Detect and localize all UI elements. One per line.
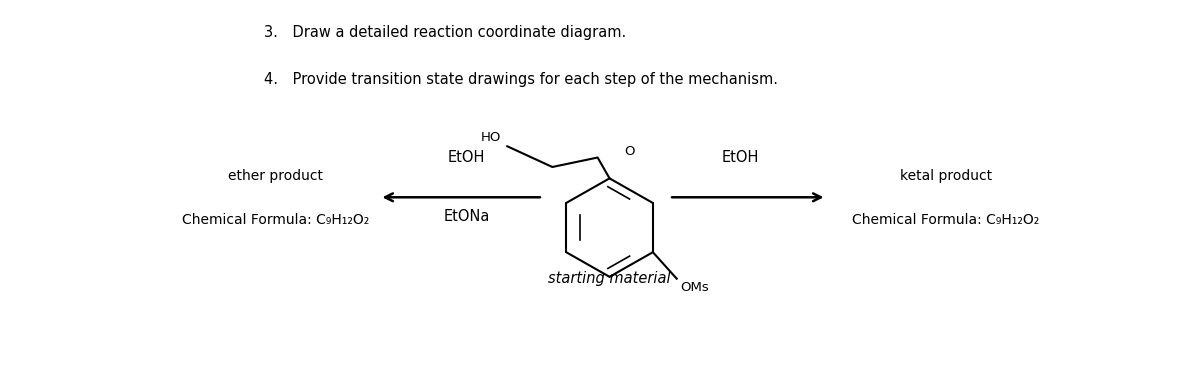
Text: ketal product: ketal product — [900, 170, 991, 183]
Text: OMs: OMs — [680, 281, 709, 294]
Text: EtONa: EtONa — [443, 209, 490, 224]
Text: Chemical Formula: C₉H₁₂O₂: Chemical Formula: C₉H₁₂O₂ — [182, 213, 370, 227]
Text: EtOH: EtOH — [722, 150, 760, 165]
Text: Chemical Formula: C₉H₁₂O₂: Chemical Formula: C₉H₁₂O₂ — [852, 213, 1039, 227]
Text: 3. Draw a detailed reaction coordinate diagram.: 3. Draw a detailed reaction coordinate d… — [264, 25, 626, 40]
Text: starting material: starting material — [548, 271, 671, 286]
Text: 4. Provide transition state drawings for each step of the mechanism.: 4. Provide transition state drawings for… — [264, 72, 778, 87]
Text: O: O — [624, 146, 635, 158]
Text: EtOH: EtOH — [448, 150, 485, 165]
Text: ether product: ether product — [228, 170, 323, 183]
Text: HO: HO — [481, 131, 502, 144]
